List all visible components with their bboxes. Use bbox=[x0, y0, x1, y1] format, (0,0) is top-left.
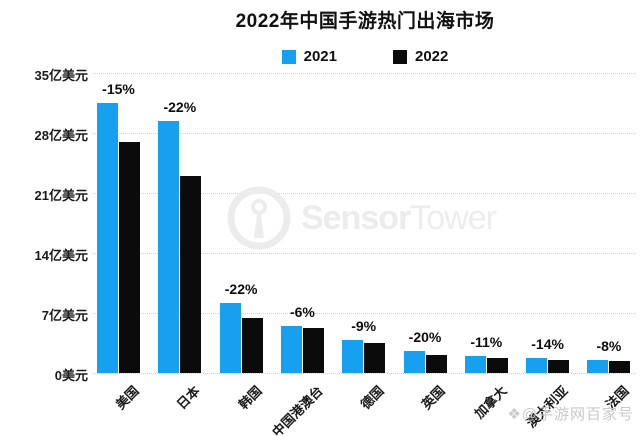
x-tick-label-加拿大: 加拿大 bbox=[471, 383, 510, 422]
baijiahao-badge-text: @手游网百家号 bbox=[521, 406, 634, 423]
sensortower-watermark: SensorTower bbox=[227, 186, 497, 250]
baijiahao-badge-icon: ❖ bbox=[507, 406, 522, 423]
x-tick-label-美国: 美国 bbox=[112, 383, 142, 413]
gridline bbox=[93, 193, 636, 194]
bar-2021-法国 bbox=[587, 360, 609, 373]
bar-2021-加拿大 bbox=[464, 355, 486, 373]
bar-2021-澳大利亚 bbox=[526, 357, 548, 373]
bar-2021-中国港澳台 bbox=[280, 325, 302, 373]
y-tick-label: 14亿美元 bbox=[34, 248, 88, 263]
gridline bbox=[93, 73, 636, 74]
pct-label-德国: -9% bbox=[351, 317, 377, 334]
bar-2021-德国 bbox=[342, 339, 364, 373]
x-tick-label-日本: 日本 bbox=[174, 383, 204, 413]
bar-2021-美国 bbox=[97, 103, 118, 373]
gridline bbox=[93, 313, 636, 314]
legend-label-2021: 2021 bbox=[303, 48, 337, 65]
bar-2022-日本 bbox=[180, 175, 202, 373]
x-tick-label-中国港澳台: 中国港澳台 bbox=[269, 383, 326, 436]
chart-title: 2022年中国手游热门出海市场 bbox=[235, 11, 495, 32]
pct-label-日本: -22% bbox=[163, 99, 197, 115]
legend-swatch-2022 bbox=[393, 49, 407, 64]
legend-item-2021: 2021 bbox=[281, 48, 337, 65]
gridline bbox=[93, 253, 636, 254]
pct-label-美国: -15% bbox=[102, 81, 135, 97]
legend-swatch-2021 bbox=[281, 49, 296, 64]
bar-2022-美国 bbox=[119, 142, 140, 373]
y-tick-label: 35亿美元 bbox=[34, 68, 88, 83]
sensortower-wordmark: SensorTower bbox=[301, 199, 497, 237]
y-tick-label: 21亿美元 bbox=[34, 188, 88, 203]
bar-2021-英国 bbox=[403, 350, 425, 373]
legend-item-2022: 2022 bbox=[393, 48, 448, 65]
bar-2022-中国港澳台 bbox=[302, 328, 324, 373]
legend-label-2022: 2022 bbox=[415, 48, 449, 65]
bar-2022-英国 bbox=[425, 355, 447, 373]
legend: 2021 2022 bbox=[95, 48, 635, 65]
y-tick-label: 0美元 bbox=[54, 368, 88, 383]
pct-label-澳大利亚: -14% bbox=[531, 335, 564, 352]
gridline bbox=[93, 373, 636, 374]
baijiahao-badge: ❖@手游网百家号 bbox=[507, 403, 634, 424]
bar-2022-法国 bbox=[609, 361, 631, 373]
sensortower-logo-icon bbox=[227, 186, 291, 250]
y-tick-label: 7亿美元 bbox=[41, 308, 88, 323]
x-tick-label-英国: 英国 bbox=[419, 383, 449, 413]
x-tick-label-韩国: 韩国 bbox=[235, 383, 265, 413]
bar-2022-澳大利亚 bbox=[548, 360, 570, 373]
bar-2022-韩国 bbox=[241, 318, 263, 373]
x-tick-label-德国: 德国 bbox=[357, 383, 387, 413]
pct-label-中国港澳台: -6% bbox=[289, 303, 315, 320]
pct-label-韩国: -22% bbox=[224, 280, 258, 297]
bar-2022-德国 bbox=[364, 343, 386, 373]
y-tick-label: 28亿美元 bbox=[34, 128, 88, 143]
pct-label-法国: -8% bbox=[596, 338, 622, 355]
pct-label-加拿大: -11% bbox=[470, 333, 503, 350]
bar-2021-日本 bbox=[158, 121, 180, 373]
bar-2021-韩国 bbox=[219, 302, 241, 373]
bar-2022-加拿大 bbox=[486, 357, 508, 373]
gridline bbox=[93, 133, 636, 134]
pct-label-英国: -20% bbox=[408, 328, 442, 345]
